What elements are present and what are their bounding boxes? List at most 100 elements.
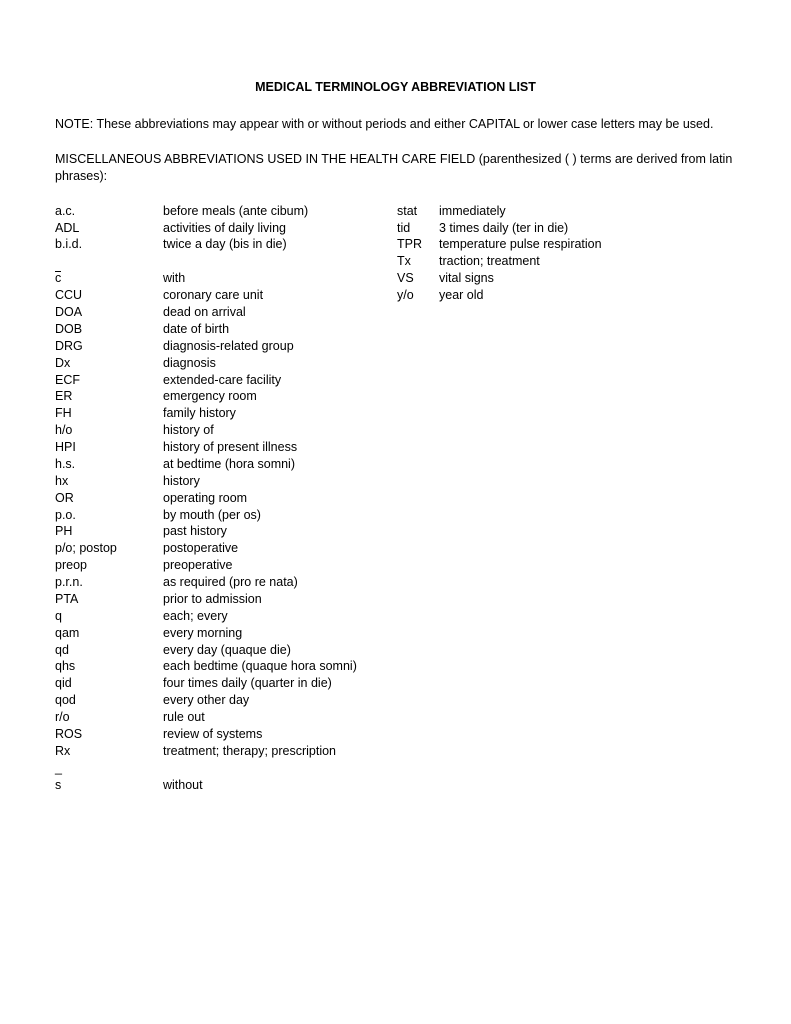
abbreviation-term: VS bbox=[397, 270, 439, 287]
abbreviation-definition: date of birth bbox=[163, 321, 397, 338]
abbreviation-row: PTAprior to admission bbox=[55, 591, 397, 608]
abbreviation-term: stat bbox=[397, 203, 439, 220]
abbreviation-term: TPR bbox=[397, 236, 439, 253]
abbreviation-definition: emergency room bbox=[163, 388, 397, 405]
abbreviation-row: qdevery day (quaque die) bbox=[55, 642, 397, 659]
abbreviation-row: h/ohistory of bbox=[55, 422, 397, 439]
abbreviation-row: preoppreoperative bbox=[55, 557, 397, 574]
abbreviation-definition: history of present illness bbox=[163, 439, 397, 456]
abbreviation-definition: before meals (ante cibum) bbox=[163, 203, 397, 220]
abbreviation-definition: every day (quaque die) bbox=[163, 642, 397, 659]
abbreviation-definition: operating room bbox=[163, 490, 397, 507]
abbreviation-row: TPRtemperature pulse respiration bbox=[397, 236, 736, 253]
spacing-gap bbox=[55, 253, 397, 270]
abbreviation-row: hxhistory bbox=[55, 473, 397, 490]
abbreviation-definition: rule out bbox=[163, 709, 397, 726]
abbreviation-definition: preoperative bbox=[163, 557, 397, 574]
abbreviation-row: qidfour times daily (quarter in die) bbox=[55, 675, 397, 692]
abbreviation-row: p.r.n.as required (pro re nata) bbox=[55, 574, 397, 591]
abbreviation-term: ROS bbox=[55, 726, 163, 743]
abbreviation-definition: extended-care facility bbox=[163, 372, 397, 389]
abbreviation-definition: by mouth (per os) bbox=[163, 507, 397, 524]
abbreviation-term: Rx bbox=[55, 743, 163, 760]
abbreviation-row: p/o; postoppostoperative bbox=[55, 540, 397, 557]
abbreviation-term: ECF bbox=[55, 372, 163, 389]
abbreviation-definition: traction; treatment bbox=[439, 253, 736, 270]
underscore-mark: _ bbox=[55, 760, 397, 777]
abbreviation-term: PTA bbox=[55, 591, 163, 608]
abbreviation-row: a.c.before meals (ante cibum) bbox=[55, 203, 397, 220]
abbreviation-definition: activities of daily living bbox=[163, 220, 397, 237]
abbreviation-row: c with bbox=[55, 270, 397, 287]
abbreviation-row: ECFextended-care facility bbox=[55, 372, 397, 389]
abbreviation-definition: year old bbox=[439, 287, 736, 304]
abbreviation-definition: four times daily (quarter in die) bbox=[163, 675, 397, 692]
abbreviation-term: ADL bbox=[55, 220, 163, 237]
abbreviation-term: OR bbox=[55, 490, 163, 507]
abbreviation-row: VSvital signs bbox=[397, 270, 736, 287]
abbreviation-definition: without bbox=[163, 777, 397, 794]
abbreviation-definition: with bbox=[163, 270, 397, 287]
abbreviation-term: HPI bbox=[55, 439, 163, 456]
abbreviation-term: qhs bbox=[55, 658, 163, 675]
abbreviation-row: Rxtreatment; therapy; prescription bbox=[55, 743, 397, 760]
abbreviation-definition: diagnosis bbox=[163, 355, 397, 372]
abbreviation-definition: prior to admission bbox=[163, 591, 397, 608]
abbreviation-definition: postoperative bbox=[163, 540, 397, 557]
right-column: statimmediatelytid3 times daily (ter in … bbox=[397, 203, 736, 794]
abbreviation-definition: every other day bbox=[163, 692, 397, 709]
abbreviation-definition: history of bbox=[163, 422, 397, 439]
abbreviation-row: h.s.at bedtime (hora somni) bbox=[55, 456, 397, 473]
abbreviation-term: h.s. bbox=[55, 456, 163, 473]
abbreviation-term: DOB bbox=[55, 321, 163, 338]
abbreviation-term: a.c. bbox=[55, 203, 163, 220]
abbreviation-term: hx bbox=[55, 473, 163, 490]
abbreviation-row: qamevery morning bbox=[55, 625, 397, 642]
subheading-paragraph: MISCELLANEOUS ABBREVIATIONS USED IN THE … bbox=[55, 151, 736, 185]
abbreviation-term: b.i.d. bbox=[55, 236, 163, 253]
abbreviation-row: qodevery other day bbox=[55, 692, 397, 709]
abbreviation-definition: as required (pro re nata) bbox=[163, 574, 397, 591]
abbreviation-term: PH bbox=[55, 523, 163, 540]
overline-abbr: c bbox=[55, 270, 61, 287]
abbreviation-term: s bbox=[55, 777, 163, 794]
abbreviation-definition: 3 times daily (ter in die) bbox=[439, 220, 736, 237]
abbreviation-row: Txtraction; treatment bbox=[397, 253, 736, 270]
abbreviation-term: tid bbox=[397, 220, 439, 237]
abbreviation-row: ORoperating room bbox=[55, 490, 397, 507]
abbreviation-row: tid3 times daily (ter in die) bbox=[397, 220, 736, 237]
abbreviation-definition: diagnosis-related group bbox=[163, 338, 397, 355]
abbreviation-row: ERemergency room bbox=[55, 388, 397, 405]
abbreviation-definition: coronary care unit bbox=[163, 287, 397, 304]
abbreviation-row: Dxdiagnosis bbox=[55, 355, 397, 372]
abbreviation-definition: dead on arrival bbox=[163, 304, 397, 321]
abbreviation-row: ADLactivities of daily living bbox=[55, 220, 397, 237]
abbreviation-row: DOBdate of birth bbox=[55, 321, 397, 338]
abbreviation-term: y/o bbox=[397, 287, 439, 304]
abbreviation-columns: a.c.before meals (ante cibum)ADLactiviti… bbox=[55, 203, 736, 794]
abbreviation-definition: past history bbox=[163, 523, 397, 540]
abbreviation-definition: history bbox=[163, 473, 397, 490]
abbreviation-row: y/oyear old bbox=[397, 287, 736, 304]
abbreviation-term: p/o; postop bbox=[55, 540, 163, 557]
abbreviation-row: qeach; every bbox=[55, 608, 397, 625]
abbreviation-term: preop bbox=[55, 557, 163, 574]
abbreviation-term: qd bbox=[55, 642, 163, 659]
abbreviation-row: swithout bbox=[55, 777, 397, 794]
abbreviation-row: ROSreview of systems bbox=[55, 726, 397, 743]
abbreviation-row: statimmediately bbox=[397, 203, 736, 220]
abbreviation-term: CCU bbox=[55, 287, 163, 304]
abbreviation-row: CCUcoronary care unit bbox=[55, 287, 397, 304]
abbreviation-row: r/orule out bbox=[55, 709, 397, 726]
abbreviation-row: FHfamily history bbox=[55, 405, 397, 422]
abbreviation-term: q bbox=[55, 608, 163, 625]
abbreviation-definition: every morning bbox=[163, 625, 397, 642]
abbreviation-term: Tx bbox=[397, 253, 439, 270]
abbreviation-definition: twice a day (bis in die) bbox=[163, 236, 397, 253]
abbreviation-term: p.o. bbox=[55, 507, 163, 524]
abbreviation-definition: at bedtime (hora somni) bbox=[163, 456, 397, 473]
abbreviation-term: ER bbox=[55, 388, 163, 405]
abbreviation-definition: treatment; therapy; prescription bbox=[163, 743, 397, 760]
abbreviation-definition: each bedtime (quaque hora somni) bbox=[163, 658, 397, 675]
abbreviation-term: r/o bbox=[55, 709, 163, 726]
